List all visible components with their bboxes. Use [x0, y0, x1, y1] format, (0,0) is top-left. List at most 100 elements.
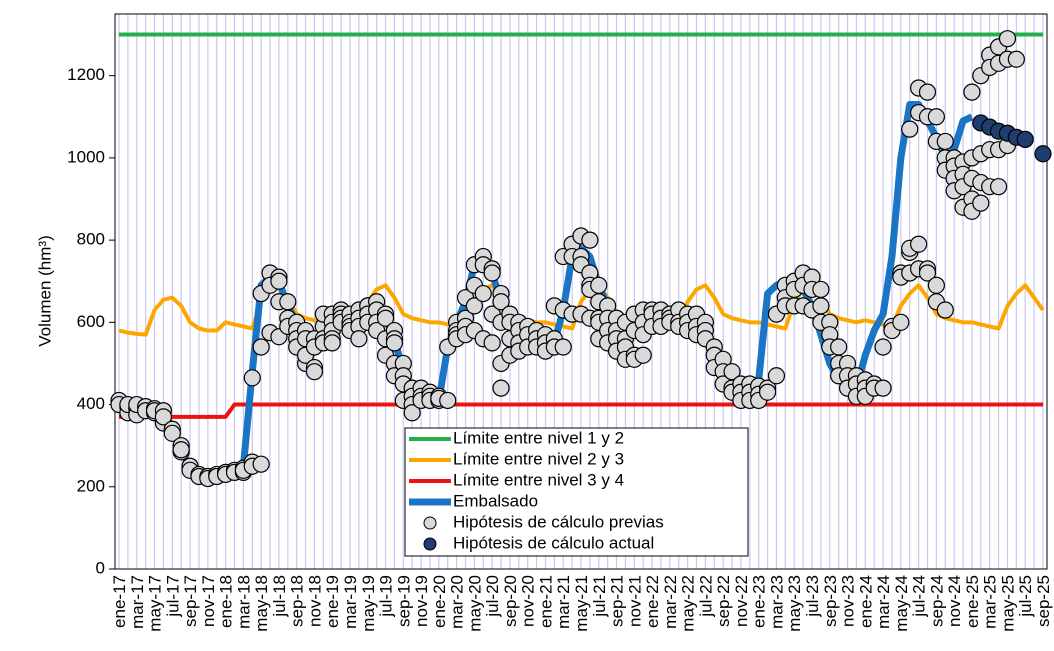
- x-tick-label: mar-20: [448, 575, 467, 629]
- data-point: [1034, 145, 1052, 163]
- data-point: [892, 313, 910, 331]
- data-point: [963, 83, 981, 101]
- y-tick-label: 800: [77, 230, 105, 249]
- x-tick-label: ene-21: [536, 575, 555, 628]
- x-tick-label: ene-19: [323, 575, 342, 628]
- y-tick-label: 400: [77, 394, 105, 413]
- data-point: [767, 367, 786, 385]
- x-tick-label: mar-22: [661, 575, 680, 629]
- y-tick-label: 200: [77, 476, 105, 495]
- y-axis-title: Volumen (hm³): [35, 235, 54, 346]
- x-tick-label: may-23: [785, 575, 804, 632]
- legend-label: Límite entre nivel 1 y 2: [453, 428, 624, 447]
- x-tick-label: nov-22: [732, 575, 751, 627]
- y-tick-label: 0: [96, 558, 105, 577]
- data-point: [918, 83, 937, 101]
- x-tick-label: jul-21: [590, 575, 609, 618]
- x-tick-label: ene-17: [110, 575, 129, 628]
- data-point: [918, 264, 937, 282]
- data-point: [403, 404, 421, 422]
- data-point: [465, 297, 483, 315]
- data-point: [989, 178, 1008, 196]
- data-point: [812, 297, 830, 315]
- x-tick-label: jul-17: [163, 575, 182, 618]
- x-tick-label: mar-24: [874, 575, 893, 629]
- x-tick-label: may-19: [359, 575, 378, 632]
- data-point: [305, 363, 324, 381]
- x-tick-label: jul-24: [910, 575, 929, 618]
- data-point: [936, 301, 954, 319]
- x-tick-label: may-22: [679, 575, 698, 632]
- legend-swatch: [423, 516, 437, 530]
- data-point: [874, 379, 892, 397]
- x-tick-label: may-24: [892, 575, 911, 632]
- x-tick-label: nov-21: [625, 575, 644, 627]
- data-point: [492, 293, 510, 311]
- data-point: [483, 264, 501, 282]
- x-tick-label: mar-19: [341, 575, 360, 629]
- x-tick-label: sep-24: [927, 575, 946, 627]
- x-tick-label: sep-23: [821, 575, 840, 627]
- data-point: [901, 120, 919, 138]
- data-point: [910, 235, 928, 253]
- x-tick-label: jul-20: [483, 575, 502, 618]
- x-tick-label: nov-18: [305, 575, 324, 627]
- x-tick-label: sep-17: [181, 575, 200, 627]
- legend-label: Límite entre nivel 3 y 4: [453, 470, 624, 489]
- data-point: [1016, 130, 1034, 148]
- data-point: [376, 309, 395, 327]
- legend-label: Embalsado: [453, 491, 538, 510]
- x-tick-label: mar-23: [767, 575, 786, 629]
- x-tick-label: jul-23: [803, 575, 822, 618]
- data-point: [998, 30, 1017, 48]
- x-tick-label: may-25: [998, 575, 1017, 632]
- data-point: [812, 280, 830, 299]
- x-tick-label: may-18: [252, 575, 271, 632]
- x-tick-label: sep-25: [1034, 575, 1053, 627]
- data-point: [474, 284, 492, 303]
- x-tick-label: mar-18: [234, 575, 253, 629]
- data-point: [927, 108, 945, 126]
- series-line: [119, 402, 1043, 419]
- data-point: [252, 338, 270, 356]
- data-point: [439, 391, 457, 410]
- legend-swatch: [423, 537, 437, 551]
- x-tick-label: jul-19: [377, 575, 396, 618]
- data-point: [830, 338, 848, 356]
- x-tick-label: jul-22: [696, 575, 715, 618]
- x-tick-label: nov-19: [412, 575, 431, 627]
- legend-box: [404, 427, 749, 557]
- data-point: [483, 334, 501, 352]
- data-point: [172, 441, 190, 459]
- x-tick-label: mar-25: [981, 575, 1000, 629]
- data-point: [1007, 50, 1025, 68]
- x-tick-label: sep-19: [394, 575, 413, 627]
- x-tick-label: nov-24: [945, 575, 964, 627]
- data-point: [590, 276, 608, 294]
- x-tick-label: may-17: [146, 575, 165, 632]
- x-tick-label: sep-22: [714, 575, 733, 627]
- x-tick-label: sep-21: [608, 575, 627, 627]
- data-point: [972, 194, 990, 212]
- x-tick-label: sep-18: [288, 575, 307, 627]
- data-point: [243, 369, 261, 387]
- data-point: [279, 293, 297, 311]
- x-tick-label: ene-18: [217, 575, 236, 628]
- x-tick-label: sep-20: [501, 575, 520, 627]
- data-point: [154, 408, 173, 426]
- x-tick-label: jul-18: [270, 575, 289, 618]
- x-tick-label: nov-23: [839, 575, 858, 627]
- x-tick-label: nov-17: [199, 575, 218, 627]
- x-tick-label: jul-25: [1016, 575, 1035, 618]
- legend: Límite entre nivel 1 y 2 Límite entre niv…: [404, 427, 749, 557]
- x-tick-label: ene-20: [430, 575, 449, 628]
- x-tick-label: nov-20: [519, 575, 538, 627]
- data-point: [252, 455, 270, 473]
- data-point: [936, 132, 954, 151]
- legend-label: Hipótesis de cálculo actual: [453, 533, 654, 552]
- data-point: [634, 346, 652, 364]
- data-point: [581, 231, 599, 249]
- data-point: [350, 330, 368, 348]
- x-tick-label: mar-17: [128, 575, 147, 629]
- y-tick-label: 1200: [67, 65, 105, 84]
